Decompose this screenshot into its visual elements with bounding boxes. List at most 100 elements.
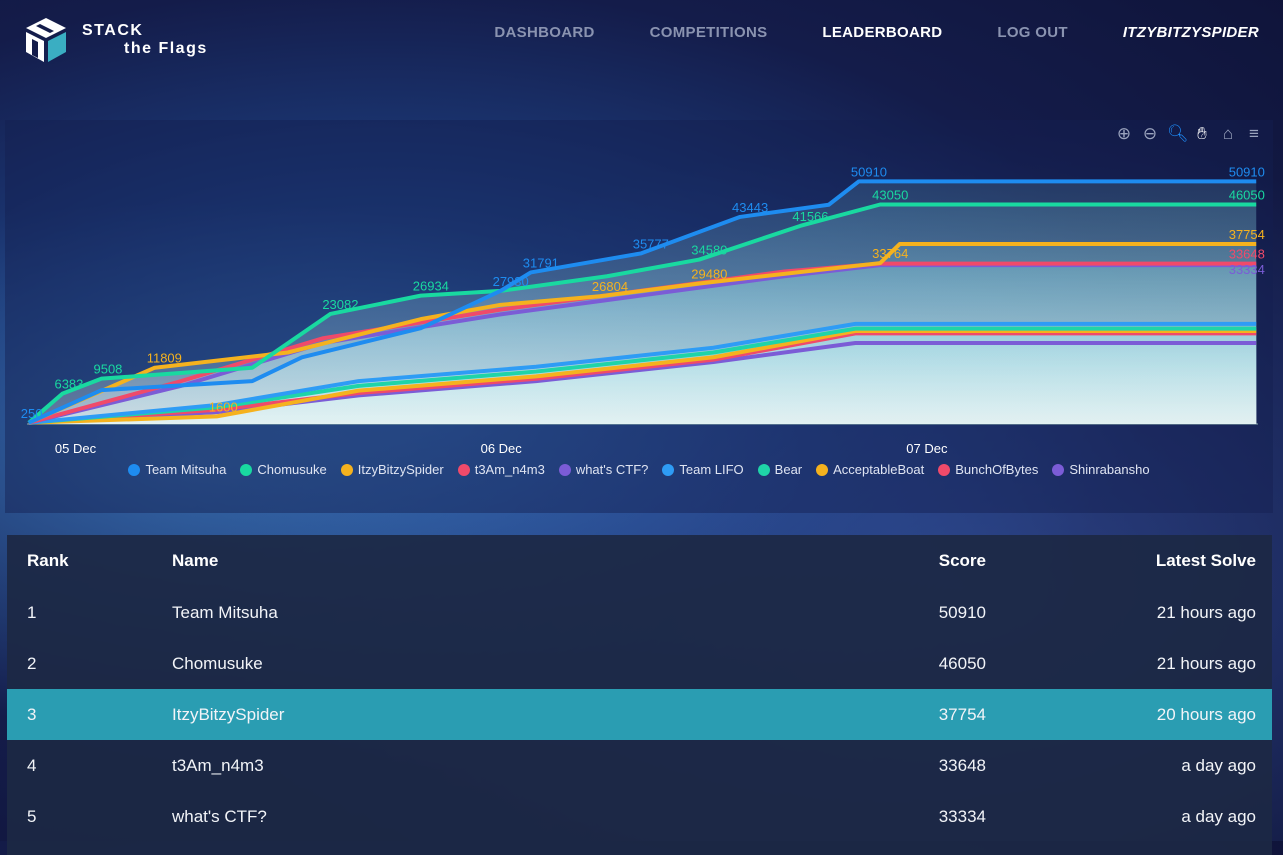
series-line-acceptableboat (28, 329, 1257, 425)
legend-label: what's CTF? (575, 462, 649, 477)
score-chart[interactable]: 250 27930 31791 35777 43443 50910 50910 6383 950… (5, 120, 1273, 460)
legend-marker-icon (816, 463, 829, 476)
data-label: 6383 (54, 377, 83, 392)
data-label: 43443 (732, 200, 768, 215)
data-label: 50910 (1229, 164, 1265, 179)
x-tick-label: 05 Dec (55, 441, 97, 456)
table-row[interactable]: 2 Chomusuke 46050 21 hours ago (7, 638, 1272, 689)
series-area (28, 181, 1257, 424)
team-name[interactable]: t3Am_n4m3 (172, 755, 264, 775)
table-row[interactable]: 1 Team Mitsuha 50910 21 hours ago (7, 587, 1272, 638)
table-row[interactable]: 4 t3Am_n4m3 33648 a day ago (7, 740, 1272, 791)
data-label: 37754 (1229, 227, 1265, 242)
nav-user-profile[interactable]: ITZYBITZYSPIDER (1122, 24, 1259, 41)
legend-label: AcceptableBoat (833, 462, 925, 477)
rank: 3 (27, 704, 37, 724)
rank: 4 (27, 755, 37, 775)
data-label: 29480 (691, 266, 727, 281)
score: 46050 (938, 653, 986, 673)
series-line-itzybitzyspider (27, 242, 1257, 425)
score-chart-panel: 250 27930 31791 35777 43443 50910 50910 6383 950… (5, 120, 1273, 513)
logo[interactable]: STACK the Flags (20, 14, 208, 66)
series-line-bear (28, 326, 1257, 425)
legend-item[interactable]: Team LIFO (662, 462, 744, 477)
series-line-team-mitsuha (27, 179, 1257, 425)
legend-marker-icon (558, 463, 571, 476)
legend-item[interactable]: BunchOfBytes (938, 462, 1038, 477)
data-label: 50910 (851, 164, 887, 179)
legend-label: Shinrabansho (1069, 462, 1150, 477)
data-label: 41566 (792, 209, 828, 224)
legend-marker-icon (240, 463, 253, 476)
data-label: 26804 (592, 279, 628, 294)
series-line-what-s-ctf- (28, 263, 1257, 425)
main-nav: DASHBOARD COMPETITIONS LEADERBOARD LOG O… (494, 24, 1259, 41)
data-label: 33764 (872, 246, 908, 261)
legend-marker-icon (662, 463, 675, 476)
latest-solve: a day ago (1181, 806, 1256, 826)
zoom-in-icon[interactable]: ⊕ (1116, 124, 1132, 143)
latest-solve: a day ago (1181, 755, 1256, 775)
menu-icon[interactable]: ≡ (1249, 124, 1259, 143)
team-name[interactable]: what's CTF? (172, 806, 267, 826)
pan-icon[interactable]: ✋︎ (1197, 124, 1207, 143)
legend-marker-icon (938, 463, 951, 476)
nav-competitions[interactable]: COMPETITIONS (649, 24, 768, 41)
legend-label: Chomusuke (257, 462, 327, 477)
table-header-row: Rank Name Score Latest Solve (7, 535, 1272, 587)
legend-label: ItzyBitzySpider (357, 462, 444, 477)
chart-legend: Team Mitsuha Chomusuke ItzyBitzySpider t3Am… (5, 462, 1273, 477)
series-line-chomusuke (27, 202, 1257, 425)
legend-item[interactable]: t3Am_n4m3 (457, 462, 545, 477)
team-name[interactable]: Chomusuke (172, 653, 263, 673)
selection-zoom-icon[interactable]: 🔍︎ (1167, 124, 1189, 143)
zoom-out-icon[interactable]: ⊖ (1142, 124, 1158, 143)
team-name[interactable]: Team Mitsuha (172, 602, 278, 622)
table-row[interactable]: 5 what's CTF? 33334 a day ago (7, 791, 1272, 842)
data-label: 1600 (209, 399, 238, 414)
team-name[interactable]: ItzyBitzySpider (172, 704, 285, 724)
score: 33648 (938, 755, 986, 775)
legend-label: t3Am_n4m3 (474, 462, 545, 477)
latest-solve: 21 hours ago (1156, 602, 1256, 622)
legend-item[interactable]: AcceptableBoat (816, 462, 924, 477)
legend-marker-icon (128, 463, 141, 476)
series-line-shinrabansho (28, 340, 1257, 425)
data-label: 34580 (691, 243, 727, 258)
latest-solve: 21 hours ago (1156, 653, 1256, 673)
x-tick-label: 06 Dec (481, 441, 523, 456)
legend-marker-icon (1052, 463, 1065, 476)
nav-dashboard[interactable]: DASHBOARD (494, 24, 595, 41)
legend-item[interactable]: Bear (757, 462, 803, 477)
legend-item[interactable]: Chomusuke (240, 462, 327, 477)
nav-logout[interactable]: LOG OUT (997, 24, 1068, 41)
data-label: 43050 (872, 187, 908, 202)
rank: 5 (27, 806, 37, 826)
data-label: 27930 (493, 274, 529, 289)
nav-leaderboard[interactable]: LEADERBOARD (822, 24, 943, 41)
score: 33334 (938, 806, 986, 826)
data-label: 23082 (322, 297, 358, 312)
chart-toolbar: ⊕ ⊖ 🔍︎ ✋︎ ⌂ ≡ (1115, 124, 1263, 144)
brand-line2: the Flags (124, 40, 208, 57)
legend-marker-icon (340, 463, 353, 476)
legend-label: Team LIFO (679, 462, 744, 477)
legend-item[interactable]: ItzyBitzySpider (340, 462, 444, 477)
legend-label: BunchOfBytes (955, 462, 1039, 477)
header-latest-solve: Latest Solve (1155, 551, 1256, 570)
legend-item[interactable]: Team Mitsuha (128, 462, 226, 477)
legend-item[interactable]: what's CTF? (558, 462, 649, 477)
data-label: 11809 (147, 351, 182, 366)
score: 50910 (938, 602, 986, 622)
series-line-bunchofbytes (28, 331, 1257, 425)
legend-item[interactable]: Shinrabansho (1052, 462, 1150, 477)
data-label: 26934 (413, 279, 449, 294)
series-line-team-lifo (28, 321, 1257, 425)
legend-label: Team Mitsuha (145, 462, 227, 477)
legend-label: Bear (774, 462, 803, 477)
header-name: Name (172, 551, 219, 570)
reset-home-icon[interactable]: ⌂ (1222, 124, 1234, 143)
data-label: 33334 (1229, 262, 1265, 277)
table-row-highlighted[interactable]: 3 ItzyBitzySpider 37754 20 hours ago (7, 689, 1272, 740)
top-nav: STACK the Flags DASHBOARD COMPETITIONS LE… (0, 0, 1283, 80)
